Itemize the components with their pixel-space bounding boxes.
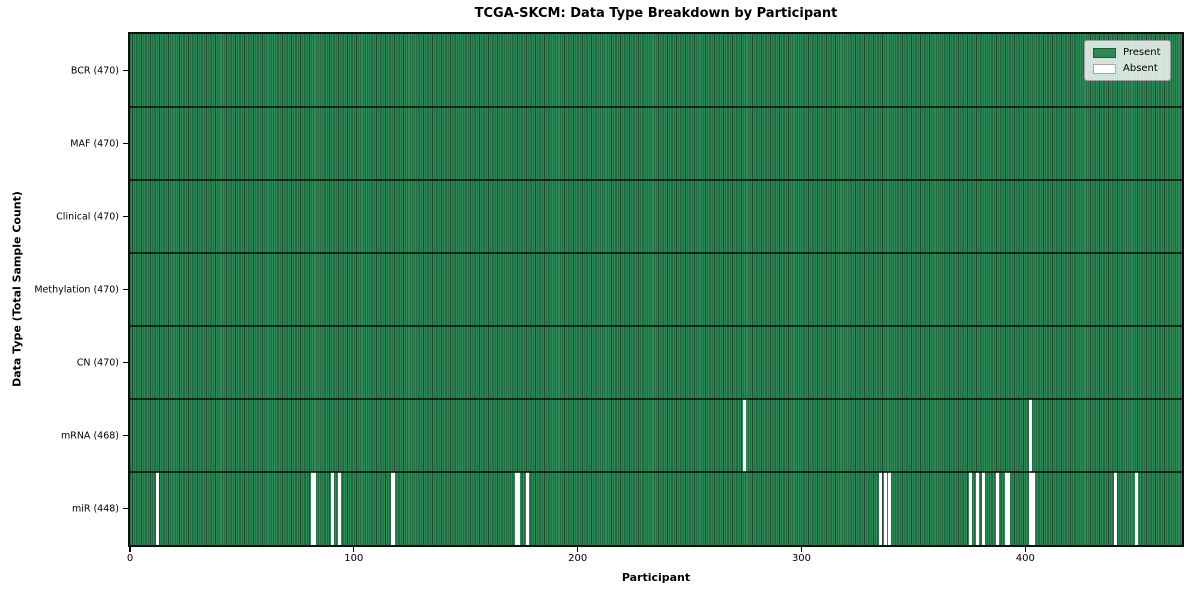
absent-cell-miR-177 <box>525 472 529 545</box>
y-tick-label-miR: miR (448) <box>71 503 119 514</box>
row-divider <box>130 471 1182 473</box>
chart-title: TCGA-SKCM: Data Type Breakdown by Partic… <box>474 6 838 21</box>
absent-cell-miR-81 <box>310 472 314 545</box>
y-tick-mark <box>123 434 128 437</box>
y-tick-label-MAF: MAF (470) <box>70 138 119 149</box>
legend-item-present: Present <box>1093 47 1161 58</box>
legend-label: Present <box>1123 47 1161 58</box>
absent-cell-miR-335 <box>879 472 883 545</box>
absent-cell-miR-449 <box>1134 472 1138 545</box>
x-tick-label-300: 300 <box>791 553 812 564</box>
y-tick-label-CN: CN (470) <box>76 357 119 368</box>
y-tick-label-Methylation: Methylation (470) <box>34 284 119 295</box>
y-tick-mark <box>123 142 128 145</box>
absent-cell-miR-12 <box>156 472 160 545</box>
absent-cell-miR-378 <box>975 472 979 545</box>
plot-area <box>128 32 1184 547</box>
absent-cell-miR-337 <box>883 472 887 545</box>
x-tick-label-0: 0 <box>126 553 134 564</box>
absent-cell-miR-339 <box>888 472 892 545</box>
heatmap-grid <box>130 34 1182 545</box>
legend-item-absent: Absent <box>1093 63 1161 74</box>
absent-cell-miR-440 <box>1114 472 1118 545</box>
row-divider <box>130 398 1182 400</box>
legend-swatch-present <box>1093 47 1116 58</box>
row-divider <box>130 179 1182 181</box>
x-tick-label-100: 100 <box>344 553 364 564</box>
absent-cell-miR-172 <box>514 472 518 545</box>
legend-swatch-absent <box>1093 63 1116 74</box>
x-tick-label-400: 400 <box>1015 553 1035 564</box>
absent-cell-mRNA-274 <box>742 399 746 472</box>
absent-cell-miR-90 <box>331 472 335 545</box>
absent-cell-miR-173 <box>516 472 520 545</box>
x-tick-mark <box>577 547 579 552</box>
y-tick-mark <box>123 507 128 510</box>
absent-cell-miR-403 <box>1031 472 1035 545</box>
y-tick-label-mRNA: mRNA (468) <box>60 430 119 441</box>
absent-cell-miR-117 <box>391 472 395 545</box>
absent-cell-miR-375 <box>968 472 972 545</box>
y-tick-mark <box>123 361 128 364</box>
x-tick-mark <box>1024 547 1026 552</box>
absent-cell-miR-402 <box>1029 472 1033 545</box>
absent-cell-miR-82 <box>313 472 317 545</box>
y-tick-mark <box>123 215 128 218</box>
y-tick-label-Clinical: Clinical (470) <box>56 211 119 222</box>
absent-cell-miR-387 <box>995 472 999 545</box>
x-tick-mark <box>800 547 803 552</box>
row-divider <box>130 252 1182 254</box>
legend-label: Absent <box>1123 63 1158 74</box>
absent-cell-miR-93 <box>337 472 341 545</box>
absent-cell-miR-391 <box>1004 472 1008 545</box>
absent-cell-miR-381 <box>982 472 986 545</box>
y-tick-mark <box>123 69 128 72</box>
row-divider <box>130 325 1182 327</box>
x-tick-mark <box>353 547 355 552</box>
y-tick-mark <box>123 288 128 291</box>
absent-cell-mRNA-402 <box>1029 399 1033 472</box>
x-tick-mark <box>129 547 131 552</box>
x-tick-label-200: 200 <box>568 553 588 564</box>
y-tick-label-BCR: BCR (470) <box>70 65 119 76</box>
x-axis-title: Participant <box>621 571 691 584</box>
legend: Present Absent <box>1084 40 1171 81</box>
row-divider <box>130 106 1182 108</box>
absent-cell-miR-392 <box>1007 472 1011 545</box>
